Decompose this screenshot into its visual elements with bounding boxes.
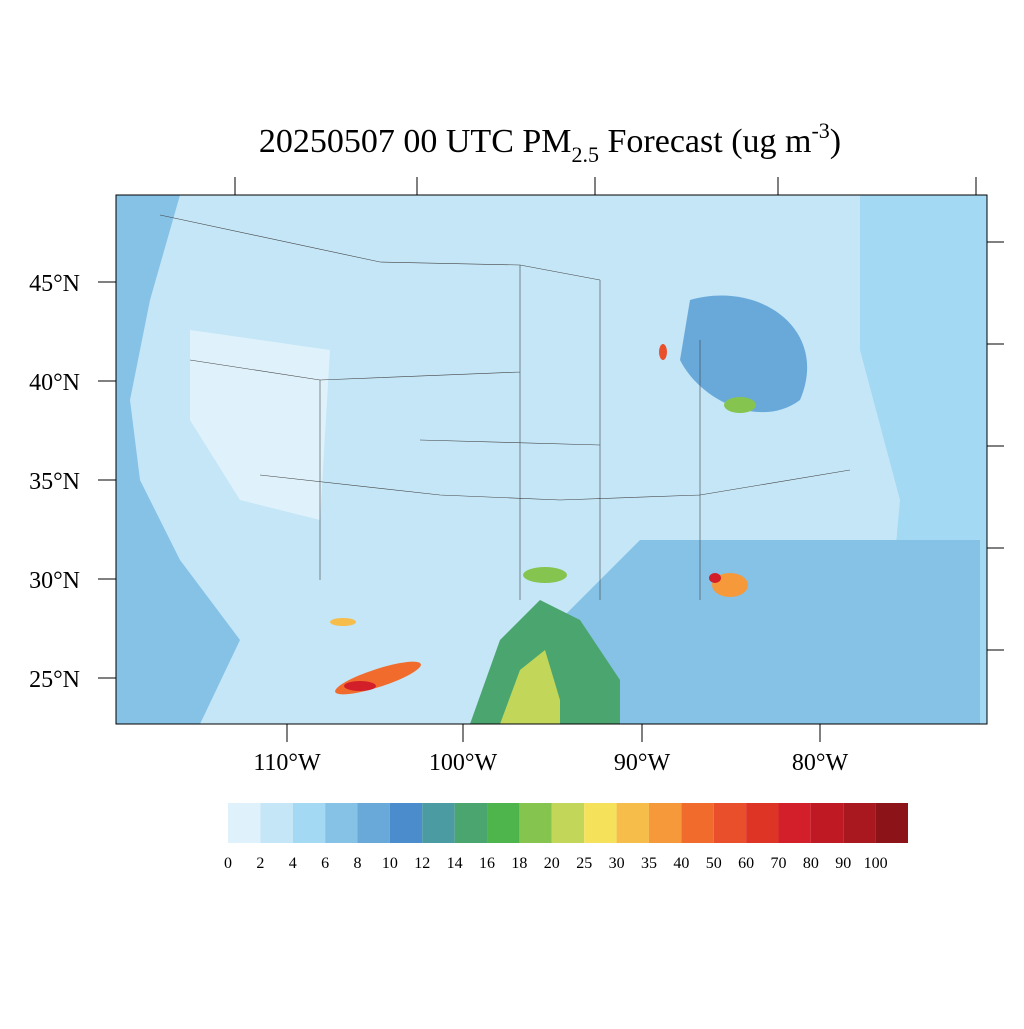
title-sup: -3 [811, 118, 829, 143]
texas-plume-core [500, 650, 560, 724]
colorbar-label: 90 [835, 855, 851, 872]
colorbar-box [681, 803, 714, 843]
hotspot-core [709, 573, 721, 583]
colorbar-label: 20 [544, 855, 560, 872]
colorbar-box [843, 803, 876, 843]
colorbar-label: 12 [414, 855, 430, 872]
hotspot [659, 344, 667, 360]
map [115, 194, 988, 725]
fire-core [344, 681, 376, 691]
lat-label: 40°N [29, 370, 80, 396]
title-main: 20250507 00 UTC PM [259, 123, 572, 160]
colorbar-box [389, 803, 423, 843]
axis-labels: 45°N 40°N 35°N 30°N 25°N 110°W 100°W 90°W 80°W [29, 271, 848, 776]
colorbar-box [551, 803, 585, 843]
colorbar-label: 70 [770, 855, 786, 872]
state-boundaries [159, 214, 851, 600]
tick-marks [98, 177, 1004, 742]
colorbar-label: 60 [738, 855, 754, 872]
colorbar-box [325, 803, 358, 843]
colorbar-box [228, 803, 261, 843]
colorbar-label: 14 [447, 855, 463, 872]
colorbar-label: 50 [706, 855, 722, 872]
colorbar-box [357, 803, 390, 843]
colorbar-box [616, 803, 649, 843]
lat-label: 35°N [29, 469, 80, 495]
colorbar-box [454, 803, 488, 843]
colorbar-box [810, 803, 844, 843]
colorbar-label: 80 [803, 855, 819, 872]
colorbar-label: 18 [511, 855, 527, 872]
lat-label: 25°N [29, 667, 80, 693]
gulf-region [560, 540, 980, 724]
hotspot [724, 397, 756, 413]
hotspot [330, 618, 356, 626]
colorbar-box [260, 803, 293, 843]
colorbar-label: 4 [289, 855, 297, 872]
colorbar-label: 25 [576, 855, 592, 872]
colorbar-label: 8 [354, 855, 362, 872]
colorbar-box [778, 803, 811, 843]
colorbar-label: 40 [673, 855, 689, 872]
colorbar-label: 6 [321, 855, 329, 872]
lon-label: 80°W [792, 750, 849, 776]
colorbar-label: 30 [609, 855, 625, 872]
hotspot [523, 567, 567, 583]
colorbar-box [648, 803, 682, 843]
colorbar-box [713, 803, 747, 843]
title: 20250507 00 UTC PM2.5 Forecast (ug m-3) [259, 118, 841, 167]
lat-label: 45°N [29, 271, 80, 297]
colorbar-box [519, 803, 552, 843]
colorbar-label: 16 [479, 855, 495, 872]
colorbar-label: 10 [382, 855, 398, 872]
hotspot [712, 573, 748, 597]
colorbar-label: 2 [256, 855, 264, 872]
map-frame [115, 194, 988, 725]
colorbar-box [487, 803, 520, 843]
colorbar-box [422, 803, 455, 843]
title-sub: 2.5 [572, 142, 600, 167]
colorbar-box [746, 803, 779, 843]
pacific-region [116, 195, 240, 724]
colorbar-box [875, 803, 908, 843]
lon-label: 110°W [253, 750, 321, 776]
colorbar-box [584, 803, 617, 843]
lat-label: 30°N [29, 568, 80, 594]
title-end: ) [830, 123, 841, 160]
title-middle: Forecast (ug m [599, 123, 811, 160]
great-basin [190, 330, 330, 520]
colorbar-label: 35 [641, 855, 657, 872]
lon-label: 100°W [429, 750, 498, 776]
colorbar: 0 2 4 6 8 10 12 14 16 18 20 25 30 35 40 50 60 70 80 90 100 [224, 803, 908, 872]
colorbar-label: 100 [864, 855, 888, 872]
lon-label: 90°W [614, 750, 671, 776]
colorbar-label: 0 [224, 855, 232, 872]
great-lakes-region [680, 295, 808, 413]
colorbar-box [292, 803, 326, 843]
